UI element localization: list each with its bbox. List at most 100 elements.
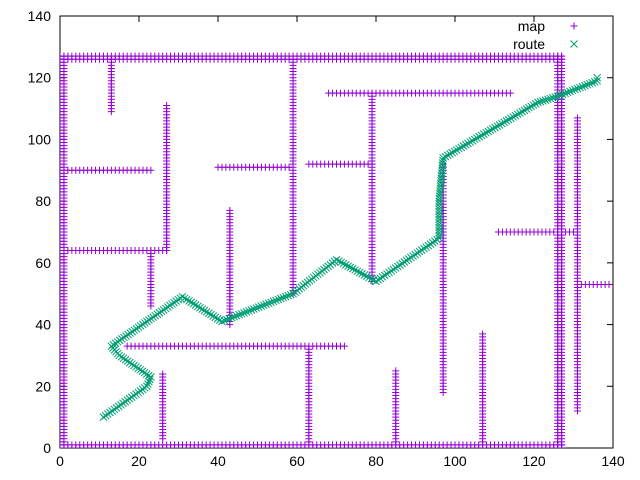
map-point <box>163 247 171 255</box>
route-point <box>468 136 477 145</box>
route-point <box>272 296 280 305</box>
route-point <box>274 295 283 304</box>
route-point <box>475 132 484 141</box>
route-point <box>358 269 366 278</box>
y-tick-label: 0 <box>43 440 51 456</box>
route-point <box>497 119 506 128</box>
route-point <box>522 105 531 113</box>
route-point <box>185 297 193 305</box>
route-point <box>196 303 204 312</box>
map-point <box>289 55 297 63</box>
route-point <box>593 73 602 82</box>
route-point <box>500 118 508 127</box>
route-point <box>571 85 579 94</box>
route-point <box>332 255 341 264</box>
route-point <box>225 314 234 323</box>
route-point <box>230 312 239 321</box>
route-point <box>470 135 479 144</box>
y-tick-label: 80 <box>35 193 51 209</box>
route-point <box>531 99 540 108</box>
route-point <box>204 309 213 318</box>
route-point <box>446 150 454 158</box>
route-point <box>276 294 285 303</box>
route-point <box>507 114 515 123</box>
route-point <box>211 313 220 322</box>
series-map <box>60 52 613 448</box>
route-point <box>247 306 256 314</box>
route-point <box>337 258 346 267</box>
y-tick-label: 120 <box>28 70 52 86</box>
route-point <box>504 115 513 124</box>
map-point <box>147 247 155 255</box>
route-point <box>267 298 275 307</box>
legend-marker-route <box>570 40 578 48</box>
route-point <box>563 88 572 97</box>
route-point <box>491 123 499 132</box>
route-point <box>529 101 538 109</box>
route-point <box>191 301 200 309</box>
y-tick-label: 60 <box>35 255 51 271</box>
route-point <box>257 302 266 311</box>
map-point <box>479 330 487 338</box>
route-point <box>213 314 222 323</box>
x-tick-label: 40 <box>210 453 226 469</box>
route-point <box>459 142 468 150</box>
route-point <box>581 81 589 90</box>
route-point <box>341 261 350 269</box>
route-point <box>145 377 153 386</box>
route-point <box>548 93 557 102</box>
map-point <box>226 206 234 214</box>
route-point <box>593 76 602 85</box>
route-point <box>200 306 209 315</box>
route-point <box>536 97 545 106</box>
route-point <box>556 91 565 100</box>
route-point <box>516 109 524 117</box>
route-point <box>259 301 268 310</box>
route-point <box>198 305 207 313</box>
route-point <box>511 111 520 120</box>
route-point <box>513 110 522 119</box>
route-point <box>252 304 261 312</box>
route-point <box>585 79 594 88</box>
route-point <box>553 92 562 101</box>
route-point <box>534 98 542 107</box>
route-point <box>488 124 497 133</box>
route-point <box>222 315 231 324</box>
x-tick-label: 0 <box>56 453 64 469</box>
route-point <box>144 380 152 388</box>
legend: map route <box>513 18 578 52</box>
map-point <box>340 342 348 350</box>
map-point <box>368 89 376 97</box>
route-point <box>455 144 463 153</box>
route-point <box>518 107 527 116</box>
x-tick-label: 100 <box>443 453 467 469</box>
x-tick-label: 140 <box>601 453 625 469</box>
map-point <box>506 89 514 97</box>
x-tick-label: 60 <box>289 453 305 469</box>
route-point <box>202 308 211 316</box>
series-route <box>99 73 602 421</box>
map-point <box>558 52 566 60</box>
route-point <box>452 146 461 154</box>
route-point <box>568 86 577 95</box>
plot-marks <box>60 52 613 448</box>
y-tick-label: 100 <box>28 131 52 147</box>
route-point <box>551 93 560 101</box>
map-point <box>147 166 155 174</box>
route-point <box>355 268 364 277</box>
route-point <box>590 77 599 86</box>
map-point <box>573 114 581 122</box>
route-point <box>262 300 270 309</box>
route-point <box>235 310 243 319</box>
map-point <box>60 52 68 60</box>
map-point <box>159 370 167 378</box>
route-point <box>558 90 567 99</box>
route-point <box>450 147 459 156</box>
route-point <box>187 298 196 307</box>
y-tick-label: 20 <box>35 378 51 394</box>
route-point <box>339 259 348 268</box>
x-tick-label: 120 <box>522 453 546 469</box>
route-point <box>264 299 273 308</box>
y-tick-label: 140 <box>28 8 52 24</box>
